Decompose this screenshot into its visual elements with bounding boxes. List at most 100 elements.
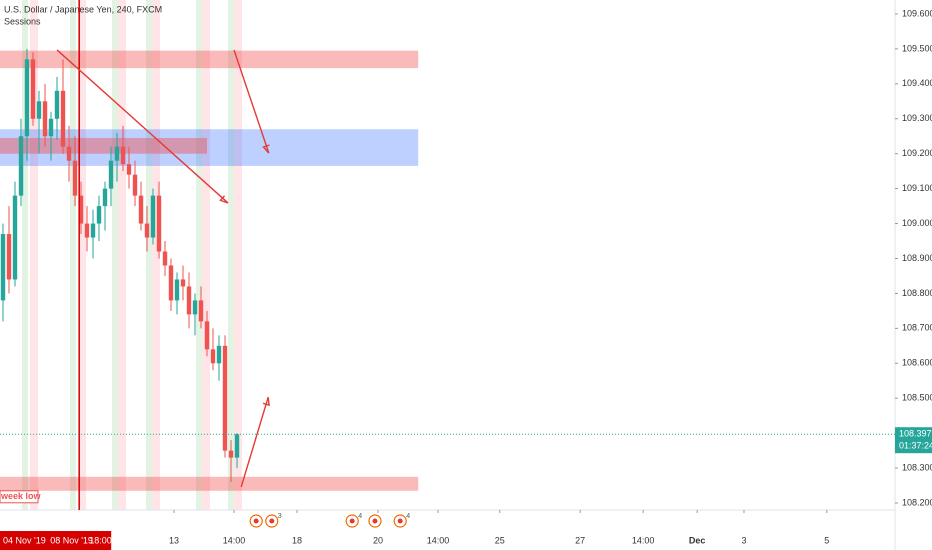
sessions	[22, 0, 242, 510]
x-tick-label: 27	[575, 535, 585, 545]
y-tick-label: 109.500	[902, 43, 932, 53]
last-price-label: 108.397	[899, 429, 932, 439]
zone	[0, 50, 419, 69]
session-band	[112, 0, 118, 510]
y-tick-label: 109.300	[902, 113, 932, 123]
candle-body	[192, 300, 198, 315]
candle-body	[132, 174, 138, 196]
x-tick-label: 20	[373, 535, 383, 545]
candle-body	[72, 160, 78, 196]
x-tick-label: 14:00	[223, 535, 246, 545]
event-dot	[253, 518, 259, 524]
candle-body	[66, 146, 72, 161]
candle-body	[180, 279, 186, 287]
candle-body	[186, 286, 192, 315]
candle-body	[36, 101, 42, 119]
arrow-head	[262, 397, 270, 407]
session-band	[228, 0, 234, 510]
x-tick-label: 25	[495, 535, 505, 545]
y-tick-label: 108.700	[902, 323, 932, 333]
session-band	[70, 0, 76, 510]
x-tick-label: 14:00	[632, 535, 655, 545]
trend-arrow	[56, 49, 229, 204]
y-tick-label: 109.000	[902, 218, 932, 228]
event-dot	[372, 518, 378, 524]
zone	[0, 137, 207, 154]
candle-body	[204, 321, 210, 350]
candle-body	[120, 146, 126, 165]
candle-body	[60, 90, 66, 147]
x-tick-label: 18	[292, 535, 302, 545]
session-band	[152, 0, 160, 510]
y-tick-label: 109.100	[902, 183, 932, 193]
candle-body	[90, 223, 96, 238]
crosshair-date-box	[0, 531, 112, 550]
event-count: 3	[278, 513, 282, 520]
candle-body	[168, 265, 174, 301]
crosshair-date-from: 04 Nov '19	[3, 535, 46, 545]
candle-body	[162, 251, 168, 266]
candle-body	[0, 234, 6, 301]
session-band	[78, 0, 86, 510]
y-tick-label: 108.900	[902, 253, 932, 263]
y-tick-label: 108.600	[902, 358, 932, 368]
candle-body	[108, 160, 114, 189]
annotation-box	[0, 490, 39, 504]
candle-body	[210, 349, 216, 364]
candle-body	[150, 195, 156, 238]
annotation: week low	[0, 491, 42, 501]
candle-body	[48, 118, 54, 137]
candle-body	[144, 223, 150, 238]
y-tick-label: 108.300	[902, 462, 932, 472]
candle-body	[24, 59, 30, 137]
session-band	[146, 0, 152, 510]
candle-body	[30, 59, 36, 119]
session-band	[30, 0, 38, 510]
session-band	[234, 0, 242, 510]
y-tick-label: 109.200	[902, 148, 932, 158]
indicator-legend: Sessions	[4, 16, 41, 26]
candle-body	[84, 223, 90, 238]
y-tick-label: 108.800	[902, 288, 932, 298]
candle-body	[42, 101, 48, 137]
y-tick-label: 109.400	[902, 78, 932, 88]
event-dot	[349, 518, 355, 524]
candle-body	[78, 195, 84, 224]
y-tick-label: 108.200	[902, 497, 932, 507]
arrow-head	[219, 195, 229, 204]
candle-body	[216, 345, 222, 364]
session-band	[196, 0, 202, 510]
countdown-label: 01:37:24	[899, 441, 932, 451]
x-tick-label: Dec	[689, 535, 706, 545]
candle-body	[54, 90, 60, 119]
chart-title: U.S. Dollar / Japanese Yen, 240, FXCM	[4, 4, 162, 14]
candle-body	[222, 345, 228, 451]
last-price-box	[895, 427, 932, 454]
event-dot	[397, 518, 403, 524]
candle-body	[234, 434, 240, 458]
x-tick-label: 3	[741, 535, 746, 545]
x-tick-label: 5	[824, 535, 829, 545]
event-count: 4	[406, 513, 410, 520]
candle-body	[6, 234, 12, 280]
candle-body	[156, 195, 162, 252]
candle-body	[228, 450, 234, 458]
y-tick-label: 109.600	[902, 8, 932, 18]
crosshair-time: 18:00	[89, 535, 112, 545]
trend-arrow	[233, 49, 270, 154]
candle-body	[96, 206, 102, 224]
session-band	[22, 0, 28, 510]
candle-body	[198, 300, 204, 322]
arrow-head	[262, 144, 270, 154]
trend-arrow	[240, 396, 269, 488]
x-tick-label: 13	[169, 535, 179, 545]
candle-body	[102, 188, 108, 207]
event-dot	[269, 518, 275, 524]
candle-body	[126, 164, 132, 175]
crosshair-date: 08 Nov '19	[50, 535, 93, 545]
candle-body	[138, 195, 144, 224]
zone	[0, 476, 419, 491]
candle-body	[174, 279, 180, 301]
session-band	[202, 0, 210, 510]
